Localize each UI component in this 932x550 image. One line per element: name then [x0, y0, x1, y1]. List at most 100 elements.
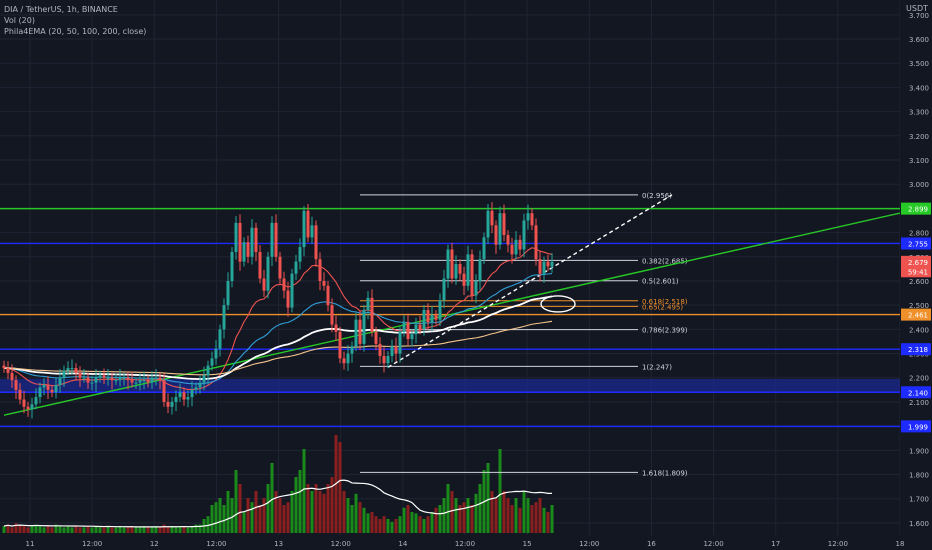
candle-body — [310, 225, 314, 238]
volume-bar — [390, 521, 394, 533]
price-axis[interactable]: 3.700 3.600 3.500 3.400 3.300 3.200 3.100 3.000… — [900, 0, 932, 550]
candle-body — [226, 280, 230, 306]
candle-body — [490, 210, 494, 226]
volume-bar — [26, 527, 30, 533]
volume-legend: Vol (20) — [4, 16, 35, 25]
candle-body — [362, 310, 366, 344]
volume-bar — [46, 526, 50, 533]
candle-body — [390, 346, 394, 356]
candle-body — [194, 387, 198, 390]
volume-bar — [110, 527, 114, 533]
candle-body — [206, 365, 210, 376]
candle-body — [306, 210, 310, 238]
volume-bar — [306, 484, 310, 533]
volume-bar — [126, 527, 130, 533]
candle-body — [210, 358, 214, 366]
symbol-title: DIA / TetherUS, 1h, BINANCE — [4, 5, 118, 14]
volume-bar — [382, 516, 386, 533]
candle-body — [394, 346, 398, 354]
volume-bar — [86, 526, 90, 533]
candle-body — [202, 375, 206, 383]
fib-label: 0.618(2.518) — [642, 298, 688, 306]
volume-bar — [230, 498, 234, 533]
price-marker-label: 2.679 — [908, 259, 928, 267]
volume-bar — [98, 527, 102, 533]
volume-ma-line — [3, 479, 552, 528]
candle-body — [70, 368, 74, 370]
candle-body — [262, 278, 266, 291]
candle-body — [382, 355, 386, 364]
volume-bar — [490, 491, 494, 533]
volume-bar — [82, 527, 86, 533]
zone-band — [0, 378, 900, 393]
volume-bar — [498, 449, 502, 533]
price-tick: 1.700 — [909, 496, 929, 504]
volume-bar — [30, 526, 34, 533]
support-zone — [0, 378, 900, 393]
price-marker-label: 2.755 — [908, 240, 928, 248]
candle-body — [358, 319, 362, 344]
volume-bar — [178, 526, 182, 533]
price-marker-tag — [901, 255, 931, 268]
volume-bar — [378, 519, 382, 533]
volume-bar — [370, 512, 374, 533]
volume-bar — [450, 491, 454, 533]
candles — [2, 202, 554, 419]
fib-label: 0.786(2.399) — [642, 327, 688, 335]
volume-bar — [526, 498, 530, 533]
volume-bar — [90, 527, 94, 533]
fib-label: 0.382(2.685) — [642, 257, 688, 265]
candle-body — [426, 310, 430, 323]
candle-body — [370, 297, 374, 332]
volume-bar — [442, 498, 446, 533]
candle-body — [334, 324, 338, 332]
candle-body — [450, 249, 454, 279]
candle-body — [258, 251, 262, 279]
price-tick: 3.100 — [909, 157, 929, 165]
volume-bar — [190, 526, 194, 533]
candle-body — [542, 261, 546, 274]
volume-bar — [258, 505, 262, 533]
fib-label: 0(2.956) — [642, 192, 672, 200]
candle-body — [18, 389, 22, 400]
candle-body — [66, 368, 70, 371]
candle-body — [186, 397, 190, 400]
candle-body — [430, 314, 434, 323]
price-marker-label: 2.140 — [908, 389, 928, 397]
candle-body — [314, 225, 318, 260]
volume-bar — [326, 484, 330, 533]
candle-body — [386, 355, 390, 364]
time-tick: 15 — [523, 540, 532, 548]
time-tick: 11 — [26, 540, 35, 548]
candle-body — [26, 406, 30, 410]
candle-body — [22, 399, 26, 407]
volume-bar — [18, 524, 22, 533]
volume-bar — [238, 484, 242, 533]
volume-bar — [194, 524, 198, 533]
candle-body — [318, 259, 322, 281]
price-tick: 1.800 — [909, 472, 929, 480]
candle-body — [86, 377, 90, 383]
candle-body — [546, 261, 550, 267]
price-marker-tag — [901, 420, 931, 433]
price-tick: 3.600 — [909, 36, 929, 44]
volume-bar — [386, 519, 390, 533]
candle-body — [54, 385, 58, 393]
candle-body — [402, 322, 406, 332]
time-tick: 12:00 — [82, 540, 102, 548]
candle-body — [14, 380, 18, 390]
volume-bar — [186, 527, 190, 533]
volume-bar — [414, 513, 418, 533]
volume-bar — [286, 502, 290, 533]
candle-body — [82, 377, 86, 379]
candle-body — [106, 377, 110, 379]
candle-body — [462, 273, 466, 286]
candle-body — [42, 385, 46, 388]
volume-bar — [538, 498, 542, 533]
volume-bar — [354, 493, 358, 533]
volume-bar — [298, 470, 302, 533]
time-axis[interactable]: 11 12:00 12 12:00 13 12:00 14 12:00 15 12:00 16 12:… — [0, 535, 932, 550]
candle-body — [338, 331, 342, 359]
candle-body — [90, 382, 94, 384]
